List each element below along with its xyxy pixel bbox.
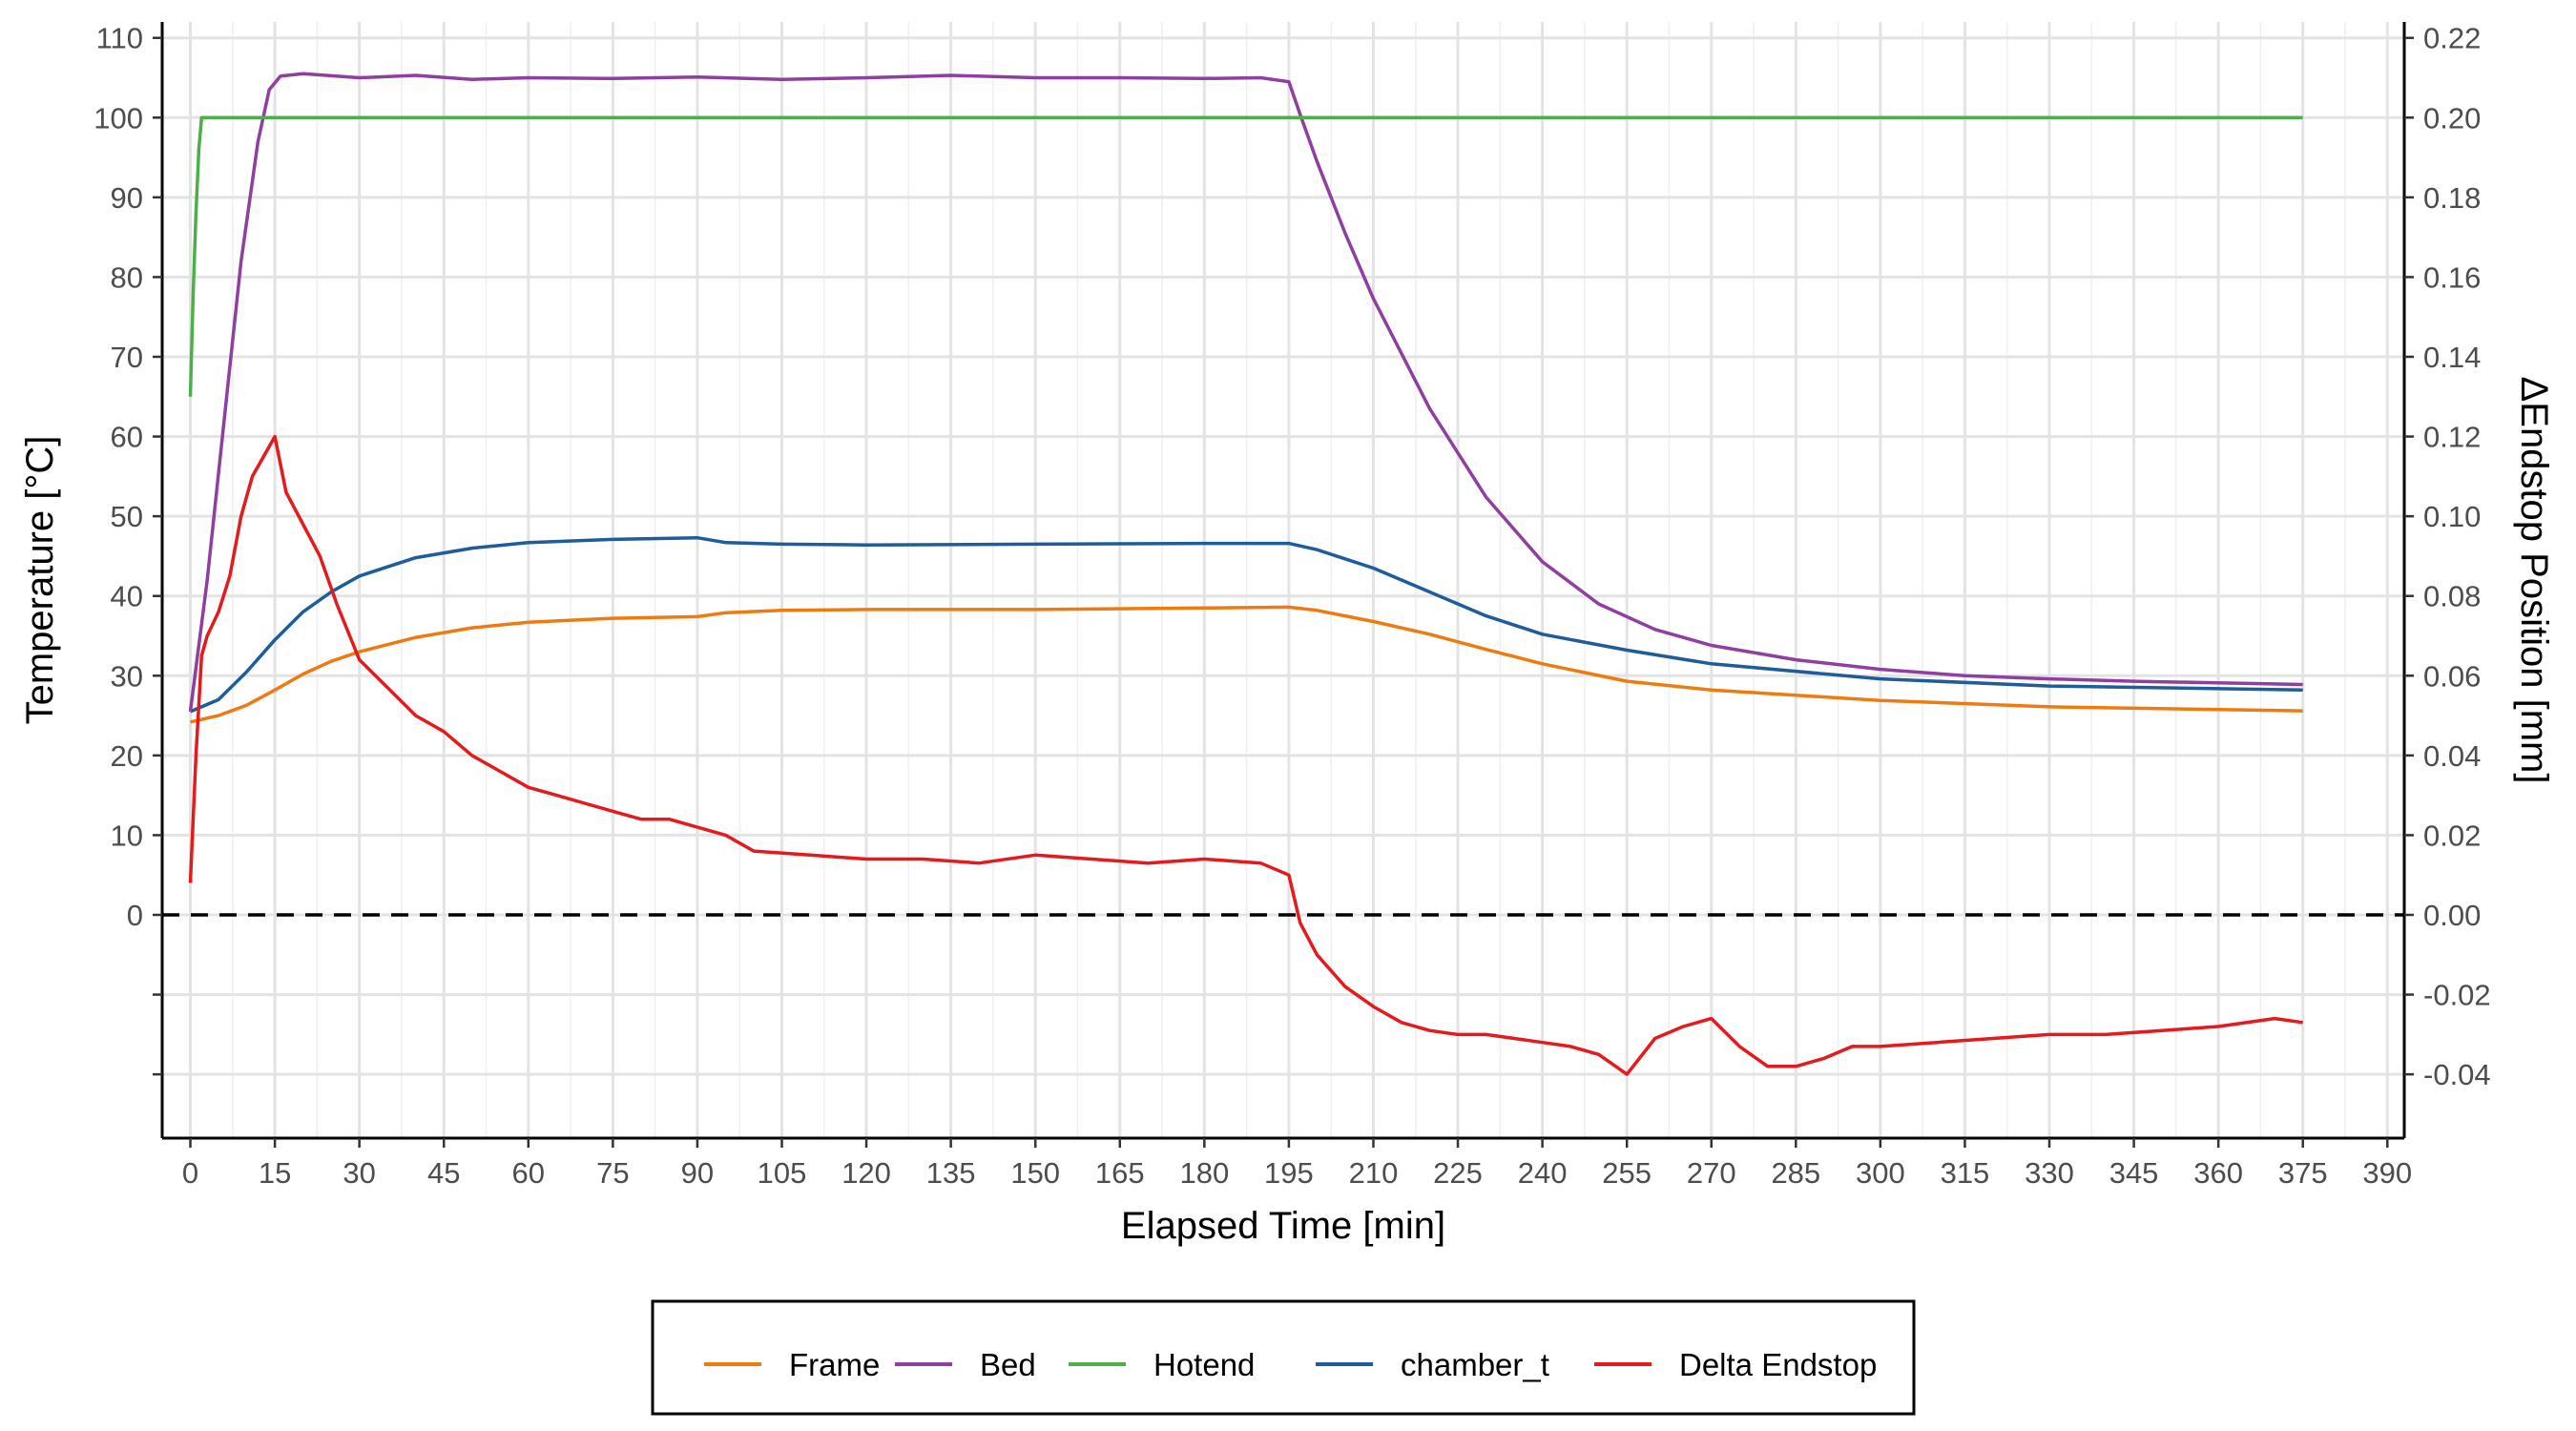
x-tick-label: 300 <box>1856 1156 1905 1190</box>
x-tick-label: 240 <box>1518 1156 1568 1190</box>
axes <box>160 22 2406 1140</box>
y2-tick-label: 0.14 <box>2423 341 2481 374</box>
x-tick-label: 225 <box>1433 1156 1483 1190</box>
y2-tick-label: 0.02 <box>2423 819 2481 852</box>
legend-label-hotend: Hotend <box>1153 1347 1255 1382</box>
y2-tick-label: 0.20 <box>2423 101 2481 135</box>
x-tick-label: 315 <box>1941 1156 1990 1190</box>
y-axis-title: Temperature [°C] <box>19 436 61 725</box>
x-tick-label: 120 <box>841 1156 891 1190</box>
y-tick-label: 70 <box>111 341 143 374</box>
x-axis-title: Elapsed Time [min] <box>1121 1205 1445 1247</box>
x-tick-label: 285 <box>1771 1156 1820 1190</box>
x-tick-label: 150 <box>1010 1156 1060 1190</box>
x-tick-label: 375 <box>2278 1156 2328 1190</box>
y-tick-label: 110 <box>96 22 143 55</box>
y2-axis-title: ΔEndstop Position [mm] <box>2513 377 2555 784</box>
x-tick-label: 255 <box>1602 1156 1652 1190</box>
series-line-hotend <box>188 115 2303 397</box>
y2-tick-label: 0.06 <box>2423 659 2481 693</box>
y2-tick-label: 0.00 <box>2423 899 2481 932</box>
y-tick-label: 60 <box>111 421 143 454</box>
x-tick-label: 180 <box>1179 1156 1229 1190</box>
y-tick-label: 50 <box>111 500 143 533</box>
y-tick-label: 90 <box>111 181 143 215</box>
legend-label-bed: Bed <box>980 1347 1036 1382</box>
x-tick-label: 345 <box>2109 1156 2159 1190</box>
y2-tick-label: -0.04 <box>2423 1058 2491 1091</box>
x-tick-label: 30 <box>343 1156 375 1190</box>
legend-box <box>651 1299 1916 1416</box>
series-line-frame <box>190 605 2303 724</box>
y-tick-label: 30 <box>111 659 143 693</box>
y-tick-label: 0 <box>127 899 143 932</box>
legend-label-chamber-t: chamber_t <box>1401 1347 1549 1382</box>
x-tick-label: 165 <box>1095 1156 1145 1190</box>
y-tick-label: 100 <box>93 101 143 135</box>
y2-tick-label: 0.04 <box>2423 739 2481 773</box>
series-lines <box>162 72 2404 1076</box>
y2-tick-label: 0.16 <box>2423 260 2481 294</box>
x-tick-label: 105 <box>758 1156 807 1190</box>
tick-labels: 0 15 30 45 60 75 90 105 120 135 150 165 180 195 210 225… <box>93 22 2490 1190</box>
y2-tick-label: 0.08 <box>2423 580 2481 613</box>
series-line-chamber-t <box>189 535 2303 714</box>
x-tick-label: 45 <box>427 1156 460 1190</box>
x-tick-label: 195 <box>1264 1156 1314 1190</box>
x-tick-label: 360 <box>2193 1156 2243 1190</box>
x-tick-label: 270 <box>1687 1156 1736 1190</box>
y2-tick-label: 0.18 <box>2423 181 2481 215</box>
legend-label-frame: Frame <box>789 1347 880 1382</box>
x-tick-label: 210 <box>1349 1156 1399 1190</box>
y-tick-label: 80 <box>111 260 143 294</box>
y-tick-label: 10 <box>111 819 143 852</box>
y2-tick-label: 0.10 <box>2423 500 2481 533</box>
y2-tick-label: 0.22 <box>2423 22 2481 55</box>
y2-tick-label: 0.12 <box>2423 421 2481 454</box>
legend: Frame Bed Hotend chamber_t Delta Endstop <box>651 1299 1916 1416</box>
y2-tick-label: -0.02 <box>2423 979 2491 1012</box>
x-tick-label: 390 <box>2362 1156 2412 1190</box>
x-tick-label: 330 <box>2025 1156 2074 1190</box>
x-tick-label: 135 <box>926 1156 976 1190</box>
x-tick-label: 0 <box>182 1156 198 1190</box>
series-line-delta-endstop <box>188 434 2303 1076</box>
series-line-bed <box>188 72 2303 713</box>
x-tick-label: 90 <box>681 1156 714 1190</box>
x-tick-label: 15 <box>259 1156 291 1190</box>
x-tick-label: 60 <box>512 1156 545 1190</box>
legend-label-delta-endstop: Delta Endstop <box>1679 1347 1877 1382</box>
x-tick-label: 75 <box>596 1156 629 1190</box>
y-tick-label: 40 <box>111 580 143 613</box>
y-tick-label: 20 <box>111 739 143 773</box>
grid-lines <box>162 22 2404 1138</box>
